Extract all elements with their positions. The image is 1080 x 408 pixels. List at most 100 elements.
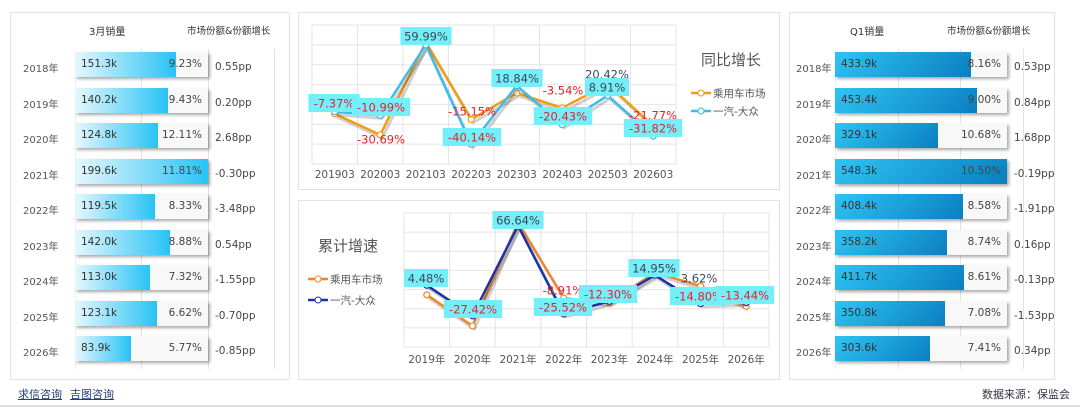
table-row: 2020年 329.1k 10.68% 1.68pp xyxy=(790,120,1056,155)
sales-value: 119.5k xyxy=(81,200,118,212)
sales-value: 358.2k xyxy=(841,235,878,248)
share-growth: -1.91pp xyxy=(1014,203,1055,215)
data-label: -8.91% xyxy=(543,284,584,298)
grid-line xyxy=(208,49,209,369)
share-growth: 0.20pp xyxy=(215,96,252,109)
x-tick-label: 2023年 xyxy=(591,353,628,366)
chart-title: 累计增速 xyxy=(318,237,378,255)
x-tick-label: 2019年 xyxy=(408,353,445,366)
data-label: 18.84% xyxy=(495,72,539,86)
market-share: 8.74% xyxy=(967,235,1001,248)
table-row: 2026年 83.9k 5.77% -0.85pp xyxy=(11,333,291,368)
sales-bar xyxy=(75,300,157,326)
jitu-consulting-link[interactable]: 吉图咨询 xyxy=(70,388,114,401)
sales-bar xyxy=(75,52,176,77)
x-tick-label: 2025年 xyxy=(682,353,719,366)
market-share: 7.08% xyxy=(967,306,1001,319)
data-label: 14.95% xyxy=(632,262,676,276)
share-growth: -1.53pp xyxy=(1014,309,1055,322)
data-label: 8.91% xyxy=(589,81,626,95)
x-tick-label: 202503 xyxy=(588,169,628,181)
share-growth: -0.19pp xyxy=(1014,167,1055,180)
market-share: 8.33% xyxy=(168,200,202,212)
sales-bar-track: 83.9k 5.77% xyxy=(75,336,208,361)
data-label-box xyxy=(533,107,593,125)
sales-bar xyxy=(75,194,155,219)
share-growth: -0.70pp xyxy=(215,309,256,322)
share-growth: -0.13pp xyxy=(1014,274,1055,286)
share-growth: -1.55pp xyxy=(215,274,256,286)
data-label: 3.62% xyxy=(681,272,718,286)
sales-bar xyxy=(835,123,939,148)
sales-value: 83.9k xyxy=(81,342,111,354)
sales-bar xyxy=(835,52,972,77)
year-label: 2023年 xyxy=(23,241,59,253)
data-point xyxy=(376,131,384,139)
year-label: 2024年 xyxy=(796,277,832,288)
sales-bar xyxy=(75,336,131,361)
data-label: -31.82% xyxy=(629,122,677,136)
sales-bar xyxy=(835,158,1007,184)
year-label: 2019年 xyxy=(796,99,832,111)
table-row: 2025年 123.1k 6.62% -0.70pp xyxy=(11,298,291,333)
sales-value: 548.3k xyxy=(841,164,878,177)
sales-value: 140.2k xyxy=(81,93,118,106)
data-label: -25.52% xyxy=(539,301,587,315)
sales-bar-track: 113.0k 7.32% xyxy=(75,265,208,290)
sales-bar-track: 303.6k 7.41% xyxy=(835,336,1007,361)
data-label-box xyxy=(308,94,360,112)
sales-value: 303.6k xyxy=(841,342,878,354)
market-share: 9.43% xyxy=(168,93,202,106)
year-label: 2025年 xyxy=(796,312,832,324)
data-label: -10.99% xyxy=(357,101,405,115)
sales-value: 151.3k xyxy=(81,58,118,70)
share-growth: 1.68pp xyxy=(1014,132,1051,144)
market-share: 8.88% xyxy=(168,235,202,248)
sales-bar xyxy=(835,194,964,219)
market-share: 6.62% xyxy=(168,306,202,319)
table-row: 2019年 140.2k 9.43% 0.20pp xyxy=(11,85,291,120)
share-growth: 2.68pp xyxy=(215,132,252,144)
sales-bar-track: 124.8k 12.11% xyxy=(75,123,208,148)
data-label-box xyxy=(628,259,680,277)
share-growth: 0.84pp xyxy=(1014,96,1051,109)
legend-label: 乘用车市场 xyxy=(330,273,383,286)
sales-bar-track: 411.7k 8.61% xyxy=(835,265,1007,290)
year-label: 2026年 xyxy=(796,348,832,359)
market-share: 10.68% xyxy=(960,129,1001,141)
sales-value: 411.7k xyxy=(841,271,878,283)
sales-bar-track: 358.2k 8.74% xyxy=(835,229,1007,255)
table-row: 2021年 199.6k 11.81% -0.30pp xyxy=(11,156,291,191)
sales-value: 350.8k xyxy=(841,306,878,319)
sales-bar-track: 151.3k 9.23% xyxy=(75,52,208,77)
legend-label: 一汽-大众 xyxy=(713,105,759,118)
data-label: -3.54% xyxy=(543,84,584,98)
sales-bar-track: 142.0k 8.88% xyxy=(75,229,208,255)
market-share: 7.41% xyxy=(967,342,1001,354)
year-label: 2018年 xyxy=(796,64,832,75)
sales-bar-track: 433.9k 8.16% xyxy=(835,52,1007,77)
yoy-growth-chart-panel: 201903 202003 202103 202203 202303 202403 2025… xyxy=(298,12,780,190)
data-label: -27.42% xyxy=(449,303,497,317)
data-label: 59.99% xyxy=(404,30,448,44)
sales-value: 329.1k xyxy=(841,129,878,141)
qiuxin-consulting-link[interactable]: 求信咨询 xyxy=(18,388,62,401)
share-growth: 0.34pp xyxy=(1014,345,1051,357)
market-share: 7.32% xyxy=(168,271,202,283)
sales-bar-track: 453.4k 9.00% xyxy=(835,87,1007,113)
legend-label: 一汽-大众 xyxy=(330,294,376,307)
year-label: 2018年 xyxy=(23,64,59,75)
year-label: 2022年 xyxy=(796,206,832,217)
table-row: 2024年 113.0k 7.32% -1.55pp xyxy=(11,262,291,297)
cumulative-growth-chart-panel: 2019年 2020年 2021年 2022年 2023年 2024年 2025年 2026年… xyxy=(298,200,780,380)
sales-bar-track: 123.1k 6.62% xyxy=(75,300,208,326)
data-label-box xyxy=(442,128,502,146)
market-share: 8.16% xyxy=(967,58,1001,70)
x-tick-label: 202403 xyxy=(542,169,582,181)
sales-value: 124.8k xyxy=(81,129,118,141)
q1-sales-table: 2018年 433.9k 8.16% 0.53pp 2019年 453.4k 9.… xyxy=(790,49,1056,369)
data-label-box xyxy=(585,78,629,96)
march-sales-table: 2018年 151.3k 9.23% 0.55pp 2019年 140.2k 9.… xyxy=(11,49,291,369)
sales-bar-track: 408.4k 8.58% xyxy=(835,194,1007,219)
sales-bar xyxy=(835,336,931,361)
